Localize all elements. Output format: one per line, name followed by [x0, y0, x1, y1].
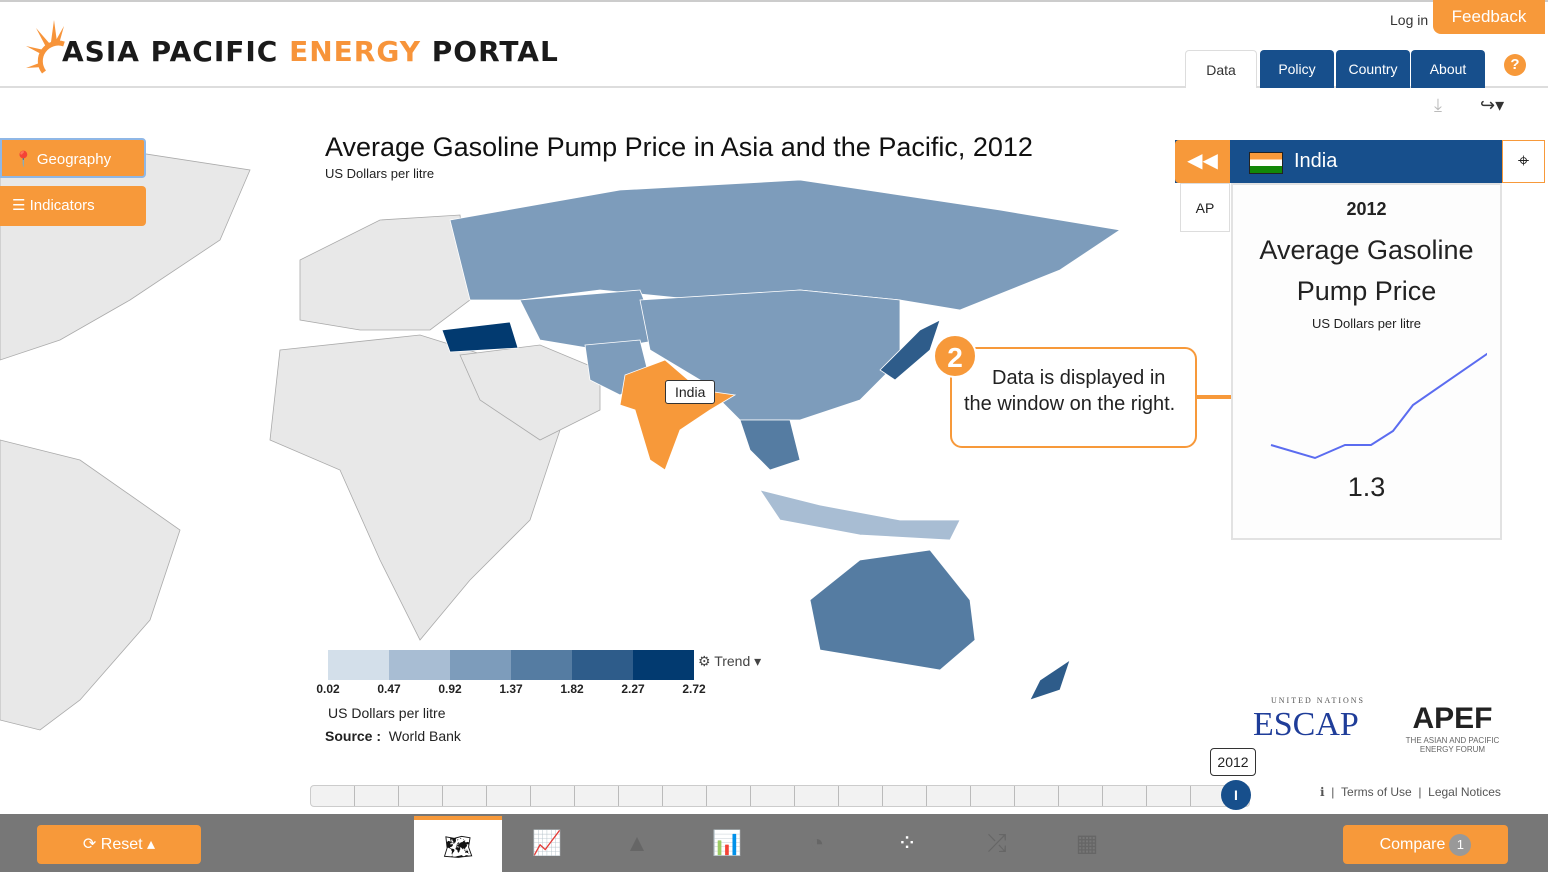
logo-text-energy: ENERGY	[289, 35, 421, 68]
shuffle-icon[interactable]: ⤮	[987, 830, 1007, 857]
locate-icon[interactable]: ⌖	[1502, 140, 1545, 183]
refresh-icon: ⟳	[82, 836, 101, 853]
country-tooltip: India	[665, 380, 716, 404]
list-icon: ☰	[12, 197, 30, 214]
tab-country[interactable]: Country	[1336, 50, 1410, 88]
tab-data[interactable]: Data	[1185, 50, 1257, 88]
legend-color-5	[633, 650, 694, 680]
table-icon[interactable]: ▦	[1075, 830, 1099, 857]
legend-tick: 0.92	[438, 682, 462, 696]
logo-text-portal: PORTAL	[421, 35, 559, 68]
legend-color-0	[328, 650, 389, 680]
compare-button[interactable]: Compare 1	[1343, 825, 1508, 864]
bottom-toolbar	[0, 814, 1548, 872]
map-south-america	[0, 439, 181, 731]
panel-unit: US Dollars per litre	[1311, 316, 1422, 331]
map-southeast-asia	[739, 419, 801, 471]
legend-tick: 0.02	[316, 682, 340, 696]
map-middle-east	[459, 344, 601, 441]
logo-text: ASIA PACIFIC	[62, 35, 290, 68]
map-new-zealand	[1029, 659, 1071, 701]
map-pin-icon: 📍	[14, 151, 37, 168]
legend-color-2	[450, 650, 511, 680]
compare-count-badge: 1	[1449, 834, 1472, 856]
legend-tick: 0.47	[377, 682, 401, 696]
timeline-year-label: 2012	[1210, 748, 1256, 776]
login-link[interactable]: Log in	[1390, 12, 1429, 28]
trend-sparkline	[1270, 344, 1500, 460]
map-turkey	[441, 321, 519, 353]
pie-chart-icon[interactable]: ◔	[809, 830, 825, 857]
map-north-america	[0, 149, 251, 361]
legend-color-4	[572, 650, 633, 680]
download-icon[interactable]: ⤓	[1434, 95, 1442, 115]
reset-button[interactable]: ⟳ Reset ▴	[37, 825, 201, 864]
country-panel-header	[1175, 140, 1545, 183]
indicators-button[interactable]: ☰ Indicators	[0, 186, 146, 226]
footer-links: ℹ | Terms of Use | Legal Notices	[1320, 785, 1501, 799]
map-africa	[269, 334, 561, 641]
panel-country-name: India	[1294, 150, 1338, 172]
escap-logo: UNITED NATIONS ESCAP	[1253, 696, 1365, 743]
legend-unit: US Dollars per litre	[328, 705, 446, 721]
tab-about[interactable]: About	[1411, 50, 1485, 88]
map-china	[639, 289, 901, 421]
feedback-button[interactable]: Feedback	[1433, 0, 1545, 34]
timeline-handle[interactable]: I	[1221, 780, 1251, 810]
info-icon[interactable]: ℹ	[1320, 785, 1325, 799]
bar-chart-icon[interactable]: 📊	[712, 830, 742, 857]
scatter-chart-icon[interactable]: ⁘	[896, 830, 918, 857]
panel-year: 2012	[1346, 199, 1387, 219]
portal-logo[interactable]: ASIA PACIFIC ENERGY PORTAL	[26, 16, 559, 76]
legal-link[interactable]: Legal Notices	[1428, 785, 1501, 799]
map-australia	[809, 549, 976, 671]
data-source: Source : World Bank	[325, 728, 461, 744]
map-russia	[449, 179, 1122, 311]
legend-color-1	[389, 650, 450, 680]
terms-link[interactable]: Terms of Use	[1341, 785, 1412, 799]
map-subtitle: US Dollars per litre	[325, 166, 435, 181]
gear-icon: ⚙	[698, 653, 715, 669]
panel-value: 1.3	[1347, 472, 1386, 502]
apef-logo: APEF THE ASIAN AND PACIFIC ENERGY FORUM	[1405, 702, 1500, 754]
sun-logo-icon	[26, 20, 65, 74]
geography-button[interactable]: 📍 Geography	[0, 138, 146, 178]
share-icon[interactable]: ↪▾	[1480, 95, 1505, 115]
help-icon[interactable]: ?	[1504, 54, 1526, 76]
callout-number: 2	[933, 334, 977, 378]
panel-indicator: Average Gasoline Pump Price	[1259, 235, 1474, 306]
legend-tick: 2.27	[621, 682, 645, 696]
legend-tick: 2.72	[682, 682, 706, 696]
india-flag-icon	[1249, 152, 1283, 174]
map-indonesia	[759, 489, 961, 541]
ap-tab[interactable]: AP	[1180, 183, 1230, 232]
legend-tick: 1.37	[499, 682, 523, 696]
timeline-slider[interactable]	[310, 785, 1250, 807]
choropleth-map[interactable]	[0, 120, 1548, 810]
map-title: Average Gasoline Pump Price in Asia and …	[325, 132, 1033, 162]
indicator-card: 2012 Average Gasoline Pump Price US Doll…	[1231, 183, 1502, 540]
trend-dropdown[interactable]: ⚙ Trend ▾	[698, 653, 762, 669]
callout-box: Data is displayed in the window on the r…	[950, 347, 1197, 448]
line-chart-icon[interactable]: 📈	[532, 830, 562, 857]
map-europe	[299, 214, 471, 331]
tab-policy[interactable]: Policy	[1260, 50, 1334, 88]
header: ASIA PACIFIC ENERGY PORTAL	[0, 0, 1548, 88]
map-japan	[879, 319, 941, 381]
area-chart-icon[interactable]: ▲	[625, 830, 649, 857]
map-view-button[interactable]: 🗺	[414, 816, 502, 872]
collapse-panel-button[interactable]: ◀◀	[1175, 140, 1230, 183]
legend-tick: 1.82	[560, 682, 584, 696]
legend-color-3	[511, 650, 572, 680]
